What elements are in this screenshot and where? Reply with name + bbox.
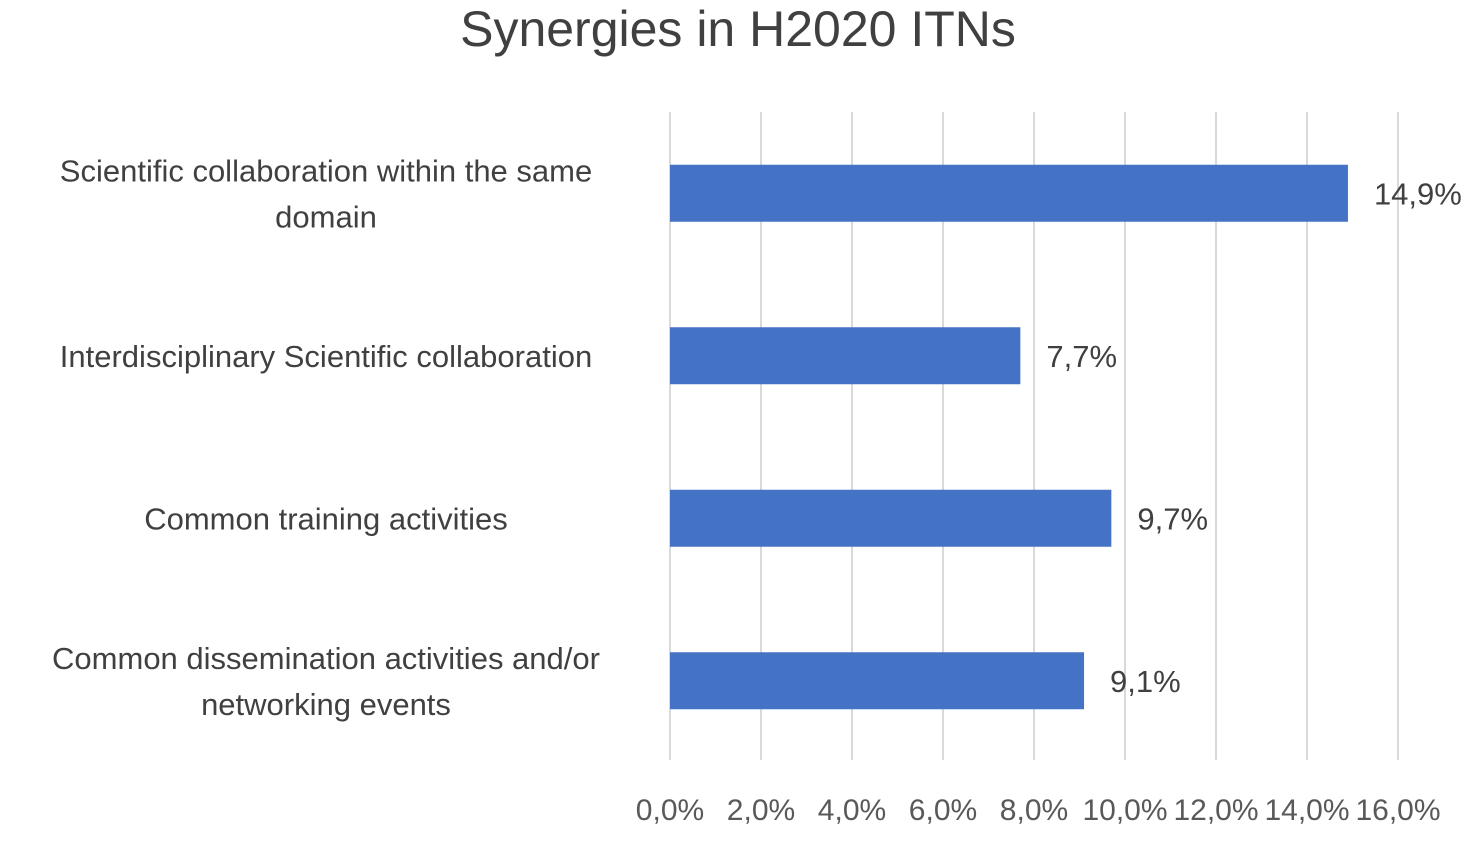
category-label-1: Interdisciplinary Scientific collaborati… (60, 339, 592, 374)
data-label-3: 9,1% (1110, 664, 1181, 699)
bar-1 (670, 327, 1021, 385)
data-label-0: 14,9% (1374, 176, 1462, 211)
x-tick-label-2: 4,0% (818, 794, 886, 827)
category-label-0: Scientific collaboration within the same… (60, 153, 592, 234)
x-tick-label-5: 10,0% (1082, 794, 1167, 827)
bar-3 (670, 652, 1085, 710)
bar-2 (670, 489, 1112, 547)
x-tick-label-8: 16,0% (1355, 794, 1440, 827)
x-tick-label-1: 2,0% (727, 794, 795, 827)
bars (670, 164, 1348, 710)
labels: 0,0% 2,0% 4,0% 6,0% 8,0% 10,0% 12,0% 14,0% 16,0%… (52, 153, 1462, 827)
category-label-3: Common dissemination activities and/or ne… (52, 641, 600, 722)
x-tick-label-6: 12,0% (1173, 794, 1258, 827)
x-tick-label-3: 6,0% (909, 794, 977, 827)
data-label-1: 7,7% (1046, 339, 1117, 374)
data-label-2: 9,7% (1137, 501, 1208, 536)
x-tick-label-0: 0,0% (636, 794, 704, 827)
category-label-2: Common training activities (144, 501, 508, 536)
x-tick-label-4: 8,0% (1000, 794, 1068, 827)
bar-0 (670, 164, 1348, 222)
x-tick-label-7: 14,0% (1264, 794, 1349, 827)
chart-title: Synergies in H2020 ITNs (460, 1, 1016, 57)
